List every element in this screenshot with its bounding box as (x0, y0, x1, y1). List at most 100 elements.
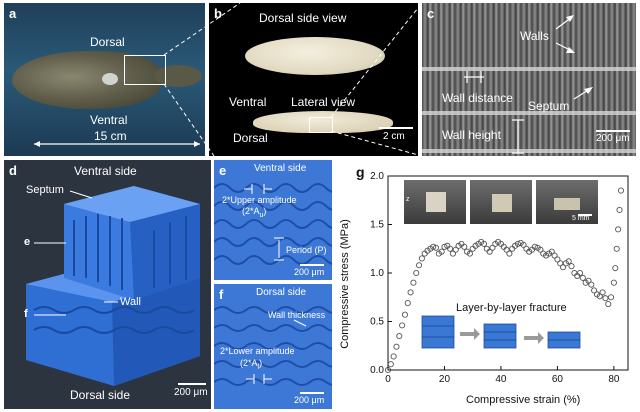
data-point (602, 295, 609, 302)
data-point (585, 277, 592, 284)
dorsal-side-title-f: Dorsal side (256, 287, 307, 298)
panel-label-c: c (427, 6, 435, 21)
cuttlefish-eye (102, 73, 118, 85)
y-axis-label: Compressive stress (MPa) (338, 219, 351, 349)
wall-distance-label: Wall distance (442, 91, 513, 105)
data-point (596, 293, 603, 300)
ventral-side-title-e: Ventral side (254, 163, 307, 174)
inset-scale-label: 5 mm (572, 215, 590, 222)
wall-height-label: Wall height (442, 128, 501, 142)
panel-d: d Ventral side Septum e f Wall Dorsal si… (4, 160, 211, 409)
panel-label-b: b (214, 6, 222, 21)
septum-line-1 (422, 67, 636, 71)
data-point (489, 244, 496, 251)
x-tick-label: 60 (552, 374, 564, 385)
data-point (612, 265, 619, 272)
data-point (548, 248, 555, 255)
data-point (554, 256, 561, 263)
data-point (610, 279, 617, 286)
inset-axis-label: z (406, 196, 410, 203)
y-tick-label: 0.5 (370, 317, 384, 328)
data-point (401, 311, 408, 318)
septum-label-d: Septum (26, 184, 64, 196)
data-point (588, 281, 595, 288)
y-tick-label: 1.5 (370, 220, 384, 231)
panel-c: c Walls Wall distance Septum Wall height… (422, 3, 636, 156)
data-point (404, 300, 411, 307)
scale-bar-c (596, 130, 630, 132)
lower-amplitude-label: 2*Lower amplitude (220, 346, 295, 356)
marker-f: f (24, 308, 28, 320)
cuttlebone-lateral-view (253, 111, 393, 133)
data-point (441, 243, 448, 250)
stress-strain-chart: 0 20 40 60 80 0.0 0.5 1.0 1.5 2.0 (370, 171, 629, 385)
scale-label-d: 200 μm (174, 387, 208, 398)
scale-label-f: 200 μm (294, 395, 325, 405)
data-point (560, 264, 567, 271)
data-point (438, 248, 445, 255)
septum-line-3 (422, 149, 636, 153)
data-point (418, 255, 425, 262)
ventral-label: Ventral (90, 113, 128, 127)
panel-label-a: a (9, 6, 17, 21)
data-point (486, 248, 493, 255)
septum-label-c: Septum (528, 99, 570, 113)
walls-label: Walls (520, 29, 549, 43)
inset-photo-2 (470, 180, 532, 224)
length-arrow (34, 141, 200, 147)
data-point (432, 244, 440, 251)
fracture-schematic (421, 315, 581, 349)
x-tick-label: 40 (495, 374, 507, 385)
panel-f: f Dorsal side Wall thickness 2*Lower amp… (214, 284, 332, 409)
wall-thickness-label: Wall thickness (268, 310, 326, 320)
dorsal-side-label-d: Dorsal side (70, 388, 131, 402)
data-point (506, 250, 513, 257)
dorsal-label: Dorsal (90, 35, 125, 49)
data-point (608, 294, 615, 301)
cuttlebone-dorsal-view (245, 37, 385, 75)
data-point (613, 245, 620, 252)
zoom-box-a (124, 55, 166, 85)
data-point (480, 240, 488, 247)
wall-label-d: Wall (120, 296, 141, 308)
data-point (520, 241, 527, 248)
dorsal-view-label: Dorsal side view (259, 11, 347, 25)
zoom-box-b (309, 117, 333, 133)
ventral-side-label-d: Ventral side (74, 164, 137, 178)
lateral-view-label: Lateral view (291, 95, 356, 109)
x-tick-label: 0 (385, 374, 391, 385)
scale-bar-b (379, 127, 413, 129)
panel-label-e: e (219, 163, 227, 178)
data-point (407, 289, 414, 296)
annotation-arrows-c (464, 15, 593, 154)
data-point (579, 274, 586, 281)
dorsal-label-b: Dorsal (233, 131, 268, 145)
data-point (466, 250, 473, 257)
period-label: Period (P) (286, 245, 327, 255)
data-point (430, 243, 437, 250)
data-point (615, 226, 622, 233)
data-point (531, 243, 538, 250)
scale-bar-f (300, 392, 324, 394)
specimen-2 (492, 194, 512, 212)
length-label: 15 cm (94, 129, 127, 143)
data-point (399, 322, 406, 329)
data-point (551, 252, 558, 259)
ventral-wave-pattern (214, 183, 332, 265)
y-tick-label: 0.0 (370, 365, 384, 376)
cuttlefish-body (12, 51, 162, 109)
data-point (416, 262, 423, 269)
scale-bar-e (300, 264, 324, 266)
panel-label-d: d (9, 163, 17, 178)
y-tick-label: 1.0 (370, 268, 384, 279)
data-point (461, 243, 468, 250)
panel-label-g: g (356, 164, 365, 180)
panel-label-f: f (219, 287, 224, 302)
panel-g: g 0 20 40 60 80 0.0 0.5 1.0 1.5 2.0 z 5 mm Layer-… (336, 160, 638, 410)
inset-photo-1: z (404, 180, 466, 224)
specimen-3 (554, 198, 580, 210)
inset-scale-bar (578, 214, 592, 216)
lower-amplitude-symbol: (2*Al) (240, 358, 263, 371)
y-tick-label: 2.0 (370, 171, 384, 182)
